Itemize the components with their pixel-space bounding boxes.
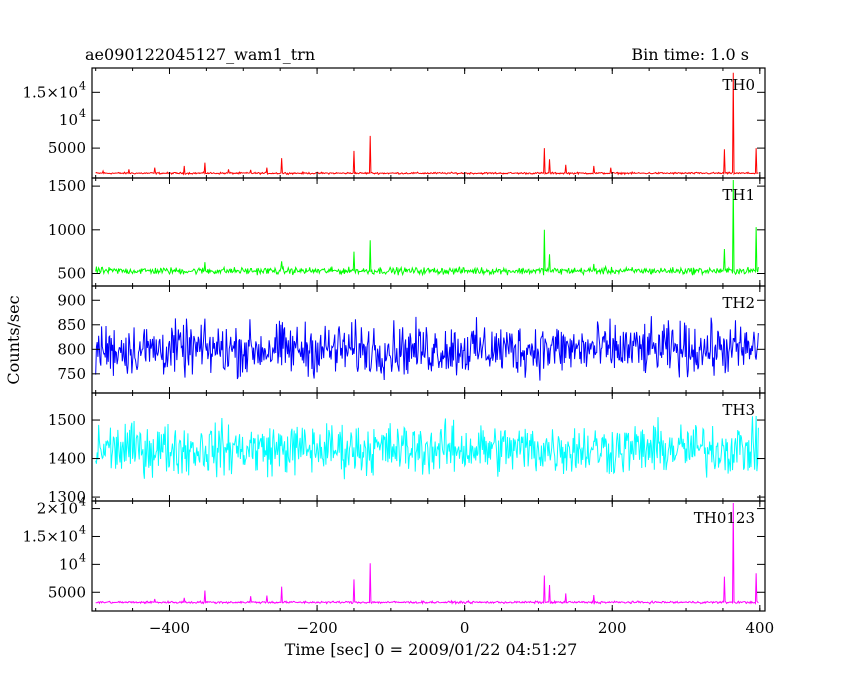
y-tick-label: 800 xyxy=(57,340,86,358)
panel-th1: 500 1000 1500 TH1 xyxy=(48,177,766,287)
x-axis-label: Time [sec] 0 = 2009/01/22 04:51:27 xyxy=(285,640,578,659)
panel-label: TH0123 xyxy=(694,509,755,527)
series-th0123 xyxy=(95,502,759,606)
y-tick-exponent: 4 xyxy=(79,551,86,564)
series-th3 xyxy=(95,415,759,480)
y-tick-label: 10 xyxy=(59,111,78,129)
y-tick-label: 1500 xyxy=(48,177,86,195)
y-axis-label: Counts/sec xyxy=(4,295,23,384)
bin-time-label: Bin time: 1.0 s xyxy=(631,45,749,64)
x-tick-label: −400 xyxy=(149,619,190,637)
panel-frame xyxy=(91,67,766,179)
y-tick-label: 1500 xyxy=(48,411,86,429)
panel-th2: 750 800 850 900 TH2 xyxy=(57,285,766,394)
panel-label: TH2 xyxy=(722,294,755,312)
y-tick-label: 1.5×10 xyxy=(22,527,78,545)
series-th1 xyxy=(95,179,759,277)
series-th0 xyxy=(95,72,759,176)
panel-frame xyxy=(91,500,766,612)
y-tick-label: 500 xyxy=(57,265,86,283)
y-tick-label: 1300 xyxy=(48,488,86,506)
x-tick-label: 200 xyxy=(598,619,627,637)
y-tick-exponent: 4 xyxy=(79,523,86,536)
y-tick-label: 900 xyxy=(57,291,86,309)
y-tick-exponent: 4 xyxy=(79,107,86,120)
panel-th3: 1300 1400 1500 TH3 xyxy=(48,392,766,506)
y-tick-label: 2×10 xyxy=(37,500,78,518)
series-th2 xyxy=(95,316,759,381)
y-tick-label: 1.5×10 xyxy=(22,83,78,101)
y-tick-label: 1400 xyxy=(48,450,86,468)
x-tick-label: 0 xyxy=(460,619,470,637)
y-tick-label: 10 xyxy=(59,555,78,573)
chart-title: ae090122045127_wam1_trn xyxy=(85,45,315,64)
panel-label: TH3 xyxy=(722,401,755,419)
panel-frame xyxy=(91,285,766,394)
panel-label: TH1 xyxy=(722,186,755,204)
y-tick-label: 1000 xyxy=(48,221,86,239)
panel-label: TH0 xyxy=(722,76,755,94)
x-tick-label: −200 xyxy=(296,619,337,637)
y-tick-exponent: 4 xyxy=(79,496,86,509)
y-tick-exponent: 4 xyxy=(79,79,86,92)
y-tick-label: 850 xyxy=(57,316,86,334)
y-tick-label: 5000 xyxy=(48,583,86,601)
y-tick-label: 750 xyxy=(57,365,86,383)
x-tick-label: 400 xyxy=(746,619,775,637)
y-tick-label: 5000 xyxy=(48,139,86,157)
